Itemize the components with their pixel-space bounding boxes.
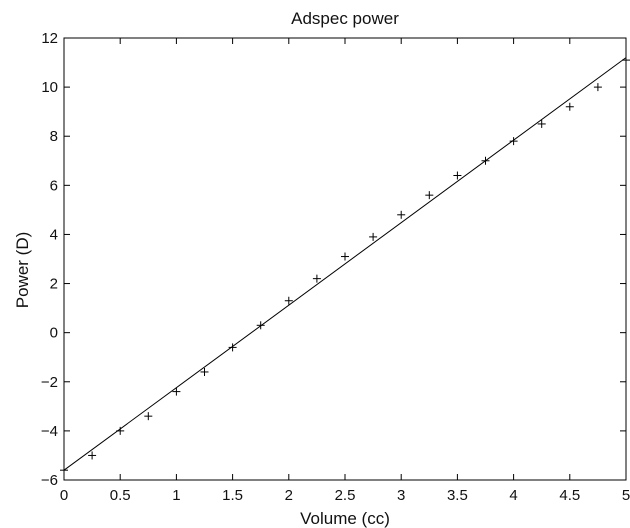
y-tick-label: 0 <box>50 325 58 342</box>
data-point <box>256 321 265 330</box>
data-point <box>425 191 434 200</box>
data-point <box>481 156 490 165</box>
x-tick-label: 1.5 <box>222 487 243 504</box>
y-tick-label: 12 <box>41 30 58 47</box>
data-point <box>369 232 378 241</box>
data-point <box>341 252 349 261</box>
data-point <box>622 56 630 65</box>
x-tick-label: 2 <box>285 487 293 504</box>
x-tick-label: 4.5 <box>559 487 580 504</box>
data-point <box>144 412 153 421</box>
y-tick-label: −2 <box>41 374 58 391</box>
y-tick-label: 4 <box>50 226 58 243</box>
x-tick-label: 4 <box>509 487 517 504</box>
x-tick-label: 3.5 <box>447 487 468 504</box>
y-tick-label: 6 <box>50 177 58 194</box>
data-point <box>228 343 237 352</box>
data-point <box>60 466 68 475</box>
data-point <box>593 83 602 92</box>
fit-line <box>63 57 627 471</box>
data-point <box>453 171 462 180</box>
x-tick-label: 5 <box>622 487 630 504</box>
data-point <box>565 102 574 111</box>
x-tick-label: 0.5 <box>110 487 131 504</box>
chart-title: Adspec power <box>291 9 399 28</box>
y-axis-label: Power (D) <box>13 232 32 309</box>
data-point <box>172 387 181 396</box>
x-tick-label: 3 <box>397 487 405 504</box>
data-point <box>200 367 209 376</box>
data-point <box>284 296 293 305</box>
data-point <box>509 137 518 146</box>
x-axis-label: Volume (cc) <box>300 509 390 528</box>
axis-ticks: 0 0.5 1 1.5 2 2.5 3 3.5 4 4.5 5 −6 −4 −2 0 2 4 6 8 10 12 <box>41 30 630 504</box>
y-tick-label: −4 <box>41 423 58 440</box>
data-point <box>88 451 97 460</box>
x-tick-label: 0 <box>60 487 68 504</box>
x-tick-label: 1 <box>172 487 180 504</box>
data-point <box>537 119 546 128</box>
data-point <box>116 426 125 435</box>
y-tick-label: 2 <box>50 276 58 293</box>
y-tick-label: 8 <box>50 128 58 145</box>
y-tick-label: 10 <box>41 79 58 96</box>
data-points <box>60 56 630 475</box>
data-point <box>312 274 321 283</box>
x-tick-label: 2.5 <box>335 487 356 504</box>
data-point <box>397 210 406 219</box>
y-tick-label: −6 <box>41 472 58 489</box>
fit-line-group <box>63 57 627 471</box>
